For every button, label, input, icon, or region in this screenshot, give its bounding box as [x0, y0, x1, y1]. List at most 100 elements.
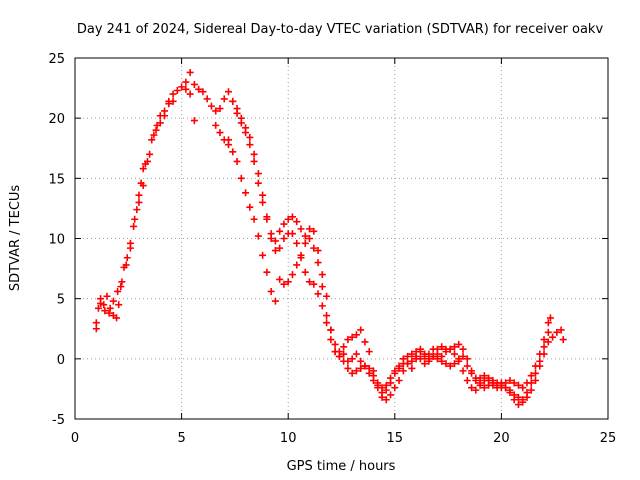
data-point [271, 297, 279, 305]
x-tick-label: 0 [71, 431, 79, 446]
data-point [288, 230, 296, 238]
data-point [293, 261, 301, 269]
data-point [323, 312, 331, 320]
data-point [382, 396, 390, 404]
data-point [455, 355, 463, 363]
data-point [131, 215, 139, 223]
x-axis-label: GPS time / hours [287, 459, 396, 474]
data-point [306, 235, 314, 242]
data-point [284, 278, 292, 286]
data-point [271, 237, 279, 245]
data-point [123, 254, 131, 262]
data-point [105, 309, 113, 317]
data-point [540, 336, 548, 344]
data-point [139, 165, 147, 173]
data-point [122, 261, 130, 269]
data-point [395, 376, 403, 384]
data-point [94, 304, 102, 312]
axis-ticks: 0 5 10 15 20 25 -5 0 5 10 15 20 25 [48, 52, 616, 446]
data-point [463, 355, 471, 363]
data-point [297, 225, 305, 233]
data-point [114, 287, 122, 295]
data-point [220, 95, 228, 103]
data-point [399, 360, 407, 368]
data-point [318, 302, 326, 310]
plot-frame [74, 57, 609, 420]
data-point [237, 174, 245, 182]
data-point [314, 247, 322, 255]
data-point [391, 384, 399, 392]
data-point [297, 254, 305, 262]
data-point [557, 326, 565, 334]
data-point [306, 278, 314, 286]
data-point [190, 117, 198, 125]
data-point [450, 350, 458, 358]
data-point [468, 384, 476, 392]
data-point [318, 271, 326, 279]
data-point [203, 95, 211, 103]
data-point [361, 362, 369, 370]
data-point [242, 189, 250, 197]
data-point [357, 326, 365, 334]
data-point [438, 357, 446, 365]
grid [75, 58, 608, 419]
data-point [433, 355, 441, 363]
data-point [344, 364, 352, 372]
data-point [480, 384, 488, 392]
data-point [544, 319, 552, 327]
data-point [276, 275, 284, 283]
data-point [559, 336, 567, 344]
data-point [101, 307, 109, 315]
data-point [416, 355, 424, 363]
data-point [480, 372, 488, 380]
data-point [173, 86, 181, 94]
data-point [331, 340, 339, 348]
data-point [152, 126, 160, 134]
data-point [323, 319, 331, 327]
data-point [115, 301, 123, 309]
data-point [323, 292, 331, 300]
data-point [335, 352, 343, 360]
data-point [421, 350, 429, 358]
data-point [263, 268, 271, 276]
data-point [288, 213, 296, 221]
data-point [514, 381, 522, 389]
data-point [103, 292, 111, 300]
data-point [506, 389, 514, 397]
data-point [425, 355, 433, 363]
data-point [92, 319, 100, 327]
data-point [148, 136, 156, 144]
data-point [352, 331, 360, 339]
data-point [237, 114, 245, 122]
data-point [348, 369, 356, 377]
data-point [242, 124, 250, 132]
data-point [133, 206, 141, 214]
data-point [301, 268, 309, 276]
data-point [178, 83, 186, 91]
data-point [327, 326, 335, 334]
data-point [523, 393, 531, 401]
data-point [284, 215, 292, 223]
data-point [113, 314, 121, 322]
data-point [195, 85, 203, 93]
x-tick-label: 15 [387, 431, 404, 446]
data-point [408, 364, 416, 372]
data-point [352, 350, 360, 358]
data-point [212, 107, 220, 115]
data-point [143, 157, 151, 165]
data-point [156, 119, 164, 127]
data-point [510, 379, 518, 387]
data-point [225, 88, 233, 96]
data-point [306, 225, 314, 233]
data-point [544, 328, 552, 336]
y-tick-label: 15 [48, 172, 65, 187]
data-point [190, 80, 198, 88]
data-point [463, 362, 471, 370]
data-point [250, 157, 258, 165]
data-point [135, 198, 143, 206]
data-point [442, 348, 450, 356]
data-point [318, 283, 326, 291]
data-point [463, 376, 471, 384]
data-point [267, 235, 275, 242]
